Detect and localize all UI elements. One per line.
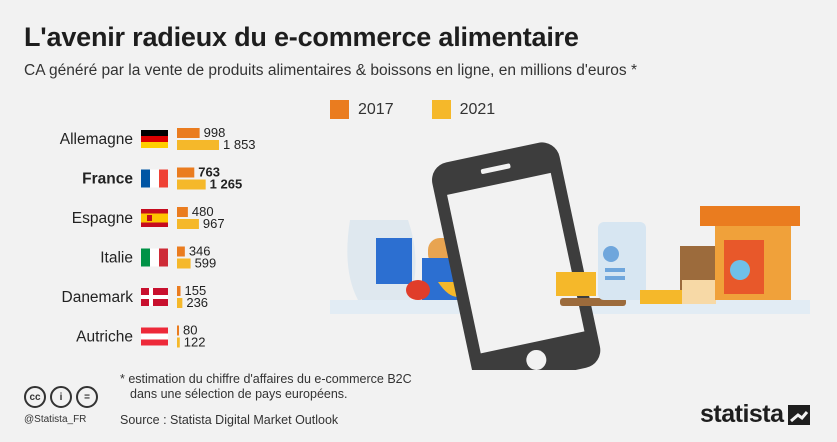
category-label-allemagne: Allemagne (60, 131, 133, 148)
bar-france-2017 (177, 167, 195, 178)
bar-allemagne-2017 (177, 128, 200, 138)
value-label-espagne-2017: 480 (192, 204, 214, 219)
legend-item-2017: 2017 (330, 100, 394, 119)
footnote-line-1: * estimation du chiffre d'affaires du e-… (120, 372, 412, 386)
category-label-france: France (82, 171, 133, 188)
jug-icon (347, 220, 416, 300)
statista-mark-icon (787, 404, 810, 425)
legend-label-2017: 2017 (358, 100, 394, 118)
butter-icon (640, 290, 688, 304)
tea-box-icon (680, 246, 718, 304)
smartphone-icon (432, 142, 601, 370)
value-label-allemagne-2017: 998 (204, 125, 226, 140)
legend: 2017 2021 (330, 100, 495, 119)
statista-logo[interactable]: statista (700, 400, 810, 429)
flag-allemagne-stripe-1 (141, 136, 168, 142)
bar-espagne-2021 (177, 219, 199, 229)
chart-title: L'avenir radieux du e-commerce alimentai… (24, 22, 579, 52)
grocery-illustration (330, 142, 810, 370)
value-label-italie-2021: 599 (195, 256, 217, 271)
flag-espagne-yellow (141, 213, 168, 223)
cutting-board-icon (556, 272, 626, 306)
bar-espagne-2017 (177, 207, 188, 217)
category-label-espagne: Espagne (72, 210, 133, 227)
legend-swatch-2021 (431, 100, 451, 119)
flag-france-stripe-0 (141, 169, 150, 188)
creative-commons-icons: cc i = (24, 386, 98, 408)
value-label-danemark-2021: 236 (186, 295, 208, 310)
bar-autriche-2021 (177, 337, 180, 348)
flag-italie-stripe-0 (141, 248, 150, 267)
category-label-autriche: Autriche (76, 329, 133, 346)
flag-danemark-cross-h (141, 295, 168, 299)
category-label-italie: Italie (100, 250, 133, 267)
footnote: * estimation du chiffre d'affaires du e-… (120, 372, 540, 402)
flag-autriche-stripe-2 (141, 339, 168, 346)
bar-italie-2021 (177, 258, 191, 269)
bar-allemagne-2021 (177, 140, 219, 150)
value-label-france-2017: 763 (198, 165, 220, 180)
bar-france-2021 (177, 179, 206, 190)
flag-allemagne-stripe-2 (141, 142, 168, 148)
attribution-icon: i (50, 386, 72, 408)
flag-allemagne-stripe-0 (141, 130, 168, 136)
chart-subtitle: CA généré par la vente de produits alime… (24, 62, 637, 79)
value-label-france-2021: 1 265 (210, 177, 243, 192)
bar-autriche-2017 (177, 325, 179, 336)
cc-icon: cc (24, 386, 46, 408)
value-label-autriche-2021: 122 (184, 335, 206, 350)
flag-italie-stripe-2 (159, 248, 168, 267)
value-label-autriche-2017: 80 (183, 323, 197, 338)
flag-italie-stripe-1 (150, 248, 159, 267)
twitter-handle: @Statista_FR (24, 414, 87, 425)
egg-cup-icon (406, 280, 430, 300)
category-label-danemark: Danemark (62, 289, 134, 306)
shop-stall-icon (700, 206, 800, 300)
flag-france-stripe-2 (159, 169, 168, 188)
bar-danemark-2021 (177, 298, 183, 308)
legend-label-2021: 2021 (459, 100, 496, 118)
milk-bottle-icon (598, 222, 646, 300)
value-label-italie-2017: 346 (189, 244, 211, 259)
value-label-allemagne-2021: 1 853 (223, 137, 256, 152)
value-label-espagne-2021: 967 (203, 216, 225, 231)
flag-autriche-stripe-1 (141, 333, 168, 340)
bar-italie-2017 (177, 246, 185, 257)
bar-danemark-2017 (177, 286, 181, 296)
legend-item-2021: 2021 (431, 100, 496, 119)
flag-france-stripe-1 (150, 169, 159, 188)
flag-autriche-stripe-0 (141, 327, 168, 334)
legend-swatch-2017 (330, 100, 349, 119)
flag-espagne-emblem (147, 215, 152, 221)
source-text: Source : Statista Digital Market Outlook (120, 413, 339, 427)
value-label-danemark-2017: 155 (185, 283, 207, 298)
footnote-line-2: dans une sélection de pays européens. (130, 387, 348, 401)
brand-name: statista (700, 400, 784, 428)
no-derivatives-icon: = (76, 386, 98, 408)
